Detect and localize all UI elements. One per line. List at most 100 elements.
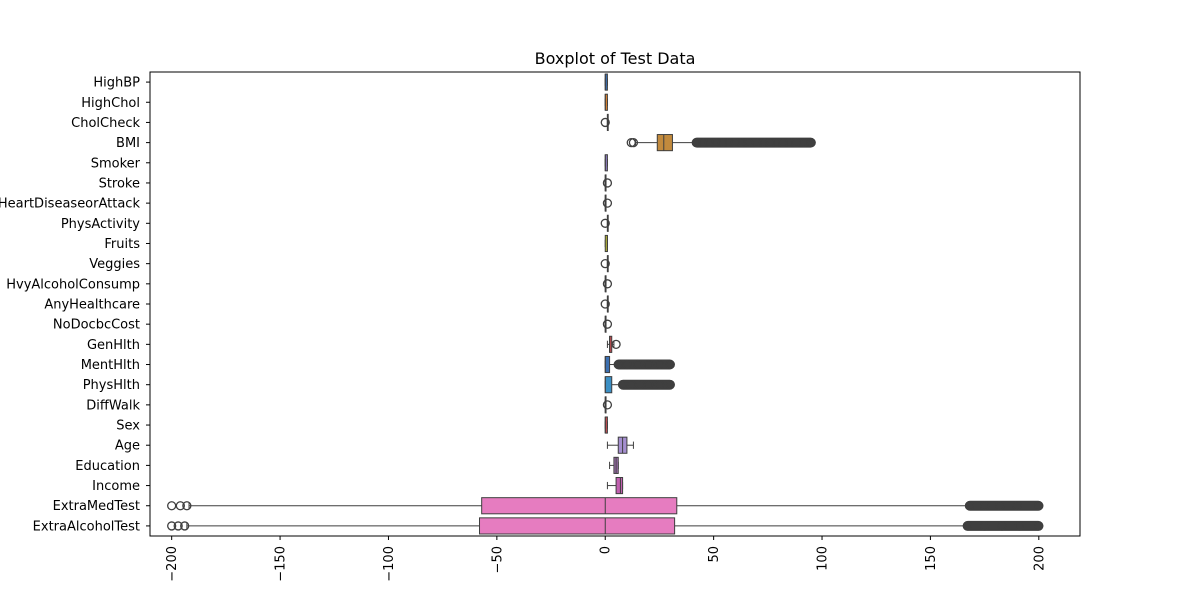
outlier-point <box>806 137 816 148</box>
outlier-point <box>626 380 636 390</box>
boxes-layer <box>167 73 1044 535</box>
x-tick-label: −50 <box>490 546 505 573</box>
outlier-point <box>1034 521 1044 531</box>
y-tick-label: MentHlth <box>81 358 140 373</box>
boxplot-Income <box>606 476 624 495</box>
outlier-point <box>600 299 610 309</box>
x-axis: −200 −150 −100 −50 0 50 100 150 200 <box>165 536 1047 582</box>
y-tick-label: NoDocbcCost <box>53 318 140 333</box>
boxplot-HvyAlcoholConsump <box>602 275 613 293</box>
outlier-point <box>704 137 714 148</box>
outlier-point <box>602 279 613 289</box>
outlier-point <box>1014 521 1024 531</box>
outlier-point <box>602 400 613 410</box>
boxplot-Stroke <box>602 174 613 192</box>
boxplot-DiffWalk <box>602 396 613 414</box>
y-axis: HighBP HighChol CholCheck BMI Smoker Stroke He… <box>0 76 150 534</box>
y-tick-label: Stroke <box>99 176 140 191</box>
y-tick-label: PhysHlth <box>83 378 140 393</box>
outlier-point <box>997 521 1007 531</box>
box <box>604 376 613 394</box>
outlier-point <box>611 339 621 349</box>
outlier-point <box>691 137 701 148</box>
outlier-point <box>964 501 975 511</box>
outlier-point <box>979 521 990 531</box>
outlier-point <box>175 501 185 511</box>
box <box>615 476 624 495</box>
boxplot-Age <box>606 436 634 454</box>
y-tick-label: CholCheck <box>71 116 140 131</box>
boxplot-BMI <box>626 134 816 152</box>
outlier-run-high <box>962 520 1044 531</box>
boxplot-Fruits <box>604 234 608 253</box>
y-tick-label: BMI <box>116 136 140 151</box>
y-tick-label: DiffWalk <box>86 398 140 413</box>
boxplot-HighChol <box>604 93 608 111</box>
outlier-point <box>600 117 610 128</box>
boxplot-Smoker <box>604 154 608 172</box>
boxplot-Sex <box>604 416 608 434</box>
y-tick-label: Smoker <box>91 156 141 171</box>
outlier-point <box>600 218 610 228</box>
x-tick-label: −150 <box>274 546 289 582</box>
y-tick-label: GenHlth <box>87 338 140 353</box>
outlier-point <box>743 137 753 148</box>
y-tick-label: Fruits <box>104 237 140 252</box>
boxplot-PhysHlth <box>604 376 675 394</box>
outlier-point <box>771 137 782 148</box>
boxplot-ExtraAlcoholTest <box>167 517 1044 535</box>
outlier-point <box>1012 501 1022 511</box>
x-tick-label: 150 <box>924 546 939 571</box>
outlier-point <box>995 501 1005 511</box>
box <box>481 497 678 515</box>
outlier-point <box>665 380 675 390</box>
outlier-point <box>633 359 643 370</box>
boxplot-ExtraMedTest <box>167 497 1044 515</box>
outlier-point <box>778 137 788 148</box>
outlier-point <box>602 178 613 188</box>
x-tick-label: 50 <box>707 546 722 563</box>
outlier-point <box>962 521 972 531</box>
outlier-point <box>600 259 610 269</box>
y-tick-label: AnyHealthcare <box>44 298 140 313</box>
outlier-point <box>711 137 721 148</box>
boxplot-AnyHealthcare <box>600 295 610 313</box>
outlier-point <box>182 501 192 511</box>
y-tick-label: ExtraAlcoholTest <box>33 519 140 534</box>
outlier-point <box>758 137 769 148</box>
y-tick-label: Education <box>75 459 140 474</box>
y-tick-label: ExtraMedTest <box>53 499 140 514</box>
box <box>479 517 676 535</box>
outlier-point <box>167 501 177 511</box>
x-tick-label: 100 <box>816 546 831 571</box>
outlier-point <box>717 137 727 148</box>
y-tick-label: HighBP <box>93 76 140 91</box>
y-tick-label: Income <box>92 479 140 494</box>
outlier-point <box>602 319 613 329</box>
y-tick-label: Veggies <box>89 257 140 272</box>
outlier-point <box>737 137 747 148</box>
outlier-point <box>698 137 708 148</box>
outlier-point <box>173 521 183 531</box>
y-tick-label: PhysActivity <box>61 217 140 232</box>
outlier-point <box>752 137 762 148</box>
outlier-point <box>635 380 645 390</box>
boxplot-CholCheck <box>600 113 610 132</box>
chart-title: Boxplot of Test Data <box>535 49 696 68</box>
box <box>604 355 611 374</box>
boxplot-NoDocbcCost <box>602 315 613 333</box>
outlier-point <box>730 137 740 148</box>
outlier-point <box>765 137 775 148</box>
y-tick-label: HighChol <box>81 96 140 111</box>
boxplot-MentHlth <box>604 355 675 374</box>
y-tick-label: HvyAlcoholConsump <box>6 277 140 292</box>
x-tick-label: −200 <box>165 546 180 582</box>
outlier-point <box>1034 501 1044 511</box>
outlier-point <box>654 359 665 370</box>
outlier-point <box>167 521 177 531</box>
outlier-point <box>180 521 190 531</box>
x-tick-label: 200 <box>1032 546 1047 571</box>
outlier-point <box>665 359 675 370</box>
x-tick-label: −100 <box>382 546 397 582</box>
